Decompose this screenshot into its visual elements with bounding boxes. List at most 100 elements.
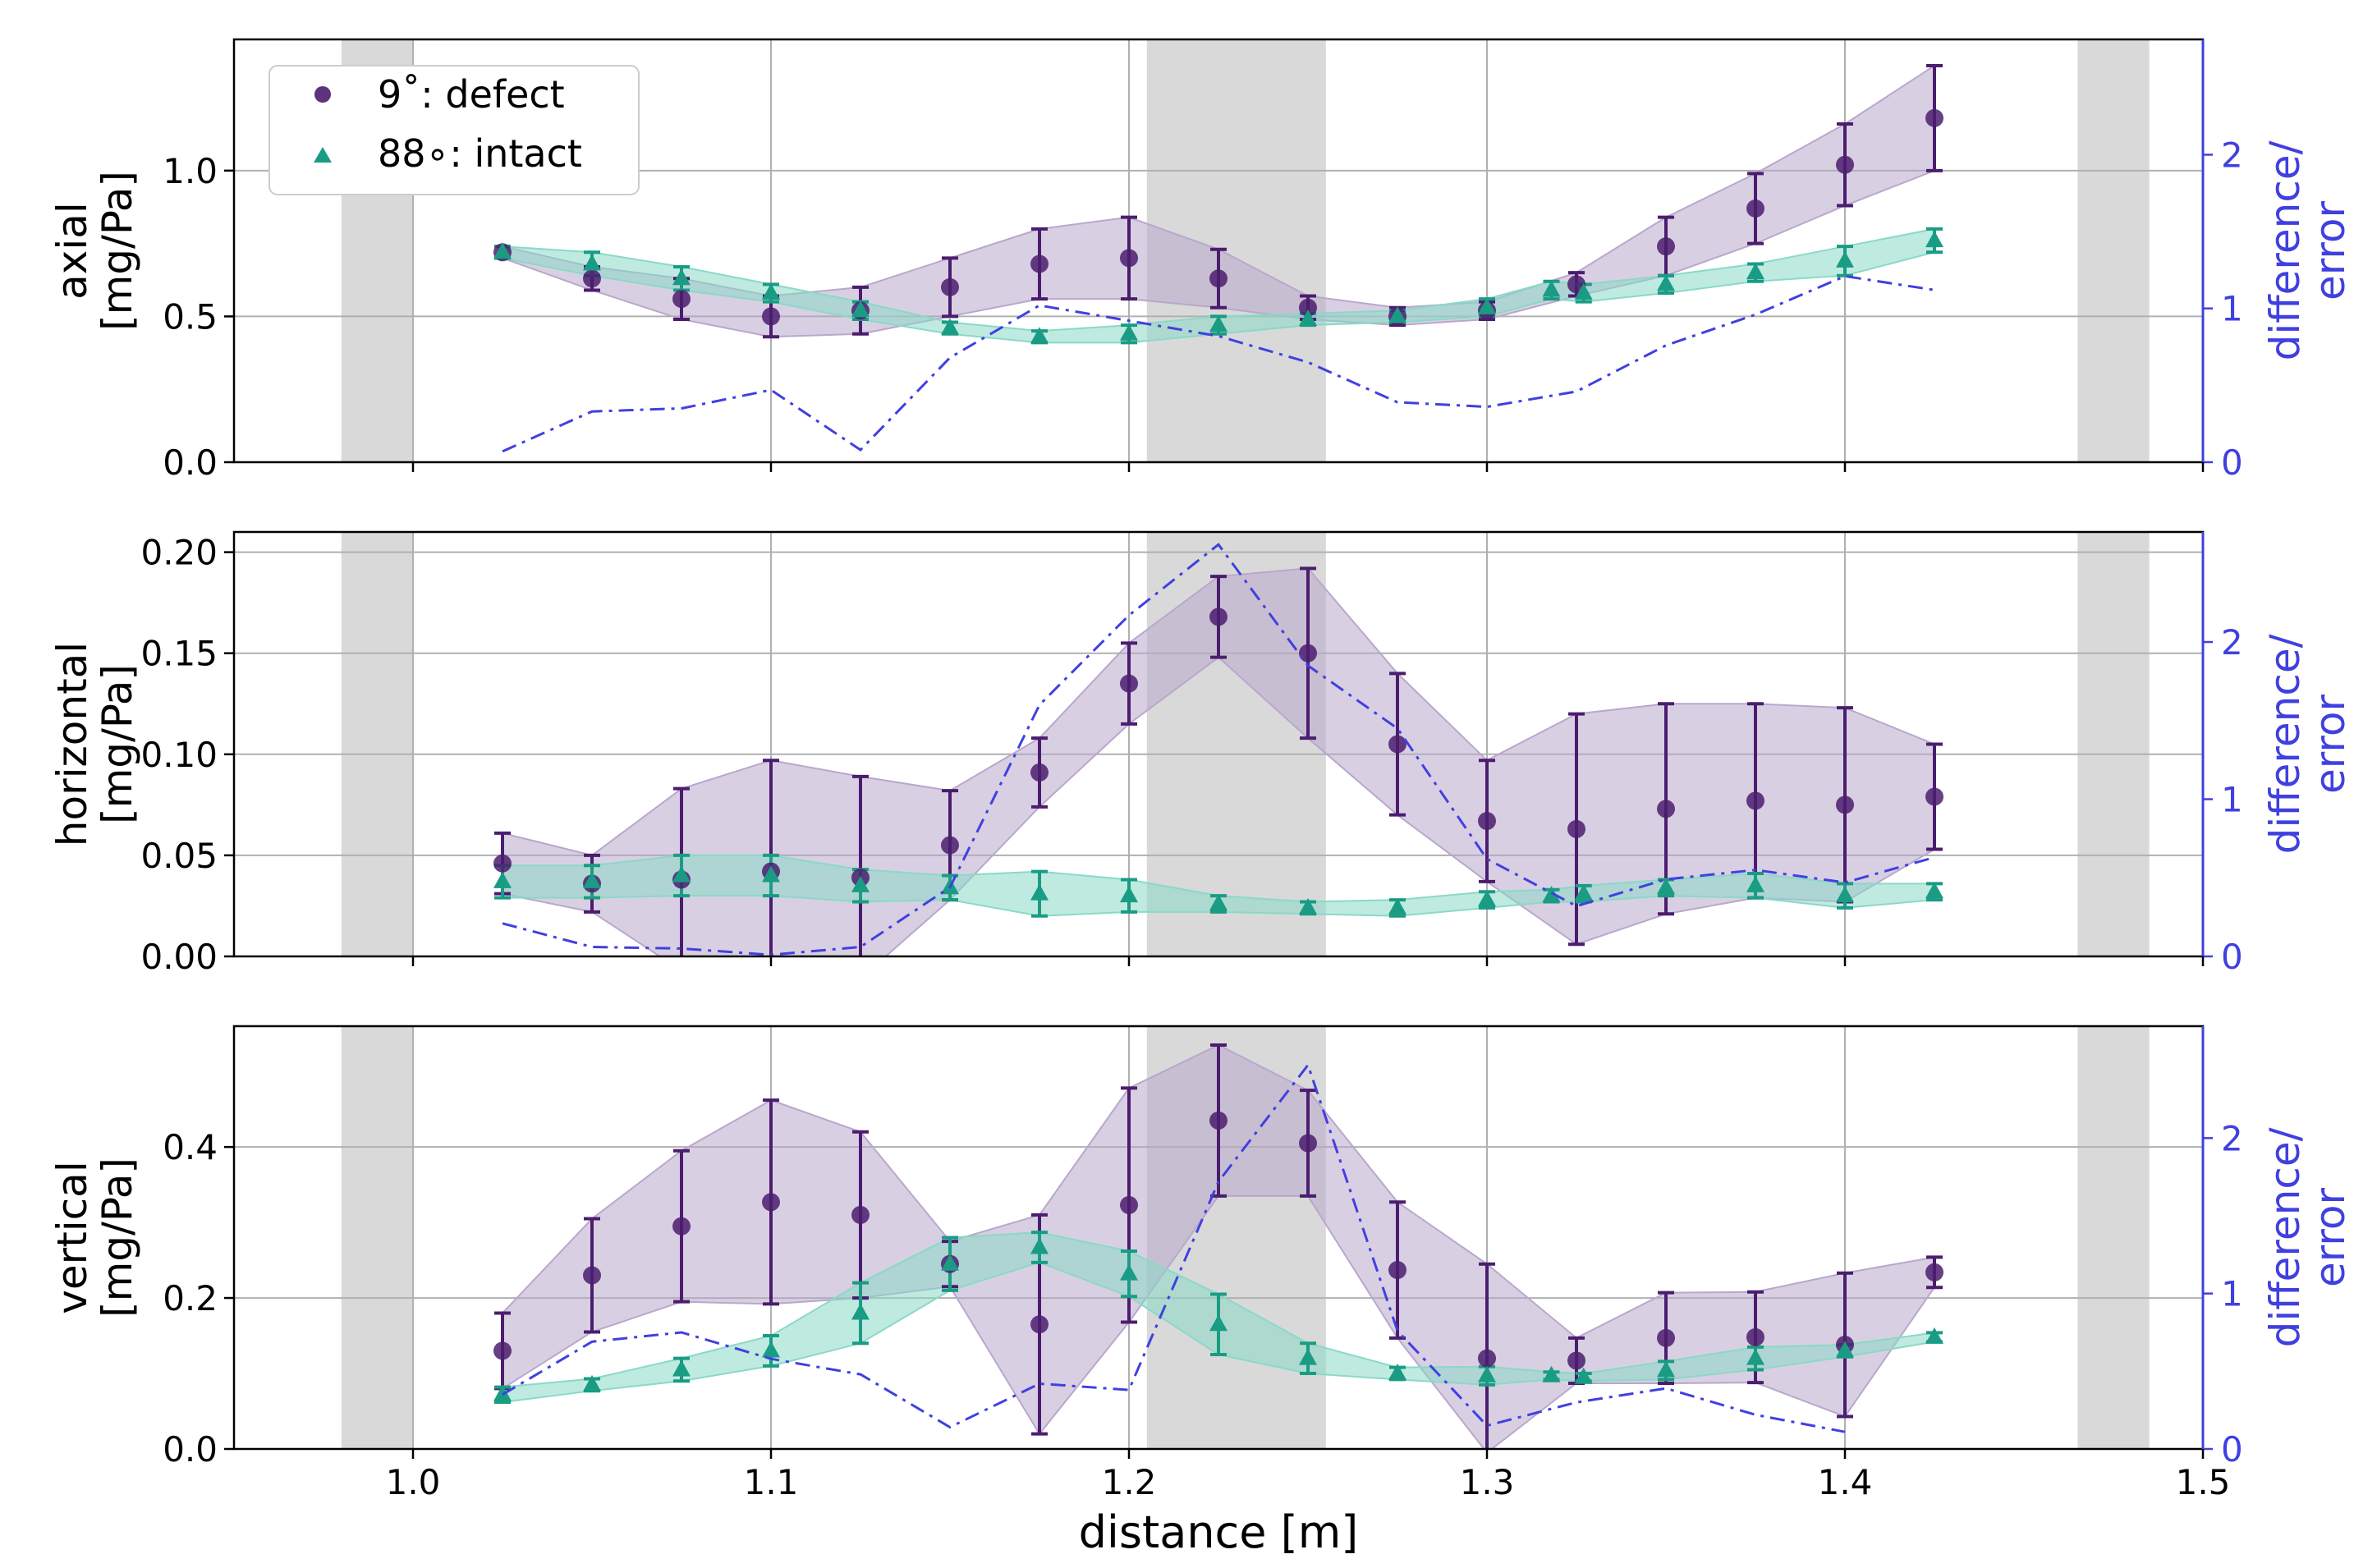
y-right-tick-label: 0	[2221, 1429, 2243, 1469]
intact-point	[1299, 1348, 1317, 1365]
y-tick-label: 1.0	[163, 151, 218, 191]
defect-point	[1657, 1328, 1675, 1347]
defect-point	[1567, 819, 1585, 838]
intact-point	[1120, 886, 1138, 903]
defect-point	[583, 269, 601, 288]
defect-point	[1388, 735, 1406, 754]
intact-point	[1657, 878, 1675, 895]
intact-point	[762, 1341, 780, 1358]
y-tick-label: 0.10	[140, 735, 218, 775]
panel-axial: 0.0 0.5 1.0 0 1 2 axial[mg/Pa] difference/error	[48, 38, 2354, 483]
shaded-region	[341, 1026, 413, 1449]
y-tick-label: 0.0	[163, 442, 218, 483]
y-right-axis-label-line: error	[2306, 1188, 2354, 1287]
y-axis-label: horizontal[mg/Pa]	[48, 642, 141, 846]
y-tick-label: 0.0	[163, 1429, 218, 1469]
panel-data	[493, 543, 1943, 956]
intact-point	[1209, 1314, 1228, 1332]
intact-point	[1925, 1327, 1943, 1344]
intact-point	[1388, 897, 1406, 915]
defect-point	[1388, 1261, 1406, 1280]
difference-line	[502, 543, 1935, 956]
intact-point	[851, 300, 870, 318]
intact-point	[1746, 263, 1764, 280]
y-right-axis-label-line: difference/	[2261, 634, 2309, 854]
intact-point	[1925, 882, 1943, 899]
y-axis-label-line: [mg/Pa]	[94, 171, 141, 331]
defect-point	[1925, 1263, 1943, 1281]
legend-defect-marker	[314, 86, 331, 103]
defect-point	[762, 1193, 780, 1212]
y-right-tick-label: 1	[2221, 780, 2243, 820]
intact-point	[1120, 323, 1138, 341]
defect-point	[493, 1341, 512, 1360]
intact-point	[1574, 1367, 1593, 1384]
defect-point	[1836, 795, 1854, 814]
intact-point	[1836, 1341, 1854, 1358]
x-tick-label: 1.3	[1460, 1462, 1515, 1502]
defect-point	[1209, 269, 1228, 288]
shaded-region	[341, 532, 413, 956]
y-axis-label-line: horizontal	[48, 642, 96, 846]
defect-point	[1746, 199, 1764, 218]
defect-point	[672, 290, 691, 309]
defect-point	[851, 1205, 870, 1224]
intact-point	[941, 1254, 959, 1271]
intact-point	[1836, 886, 1854, 903]
intact-point	[1542, 280, 1561, 297]
panel-data	[493, 63, 1943, 453]
defect-point	[1567, 1351, 1585, 1370]
defect-point	[1478, 1349, 1496, 1368]
intact-point	[1478, 297, 1496, 314]
panel-vertical: 0.0 0.2 0.4 0 1 2 1.0 1.1 1.2 1.3 1.4 1.5 vertical[m…	[48, 1025, 2354, 1502]
y-right-tick-label: 1	[2221, 1274, 2243, 1314]
shaded-region	[2077, 532, 2150, 956]
intact-point	[493, 1384, 512, 1401]
x-axis-label: distance [m]	[1079, 1506, 1359, 1558]
legend-box	[268, 65, 640, 195]
intact-point	[1574, 283, 1593, 300]
defect-point	[1299, 644, 1317, 663]
defect-point	[1299, 298, 1317, 317]
intact-point	[1030, 883, 1049, 901]
y-axis-label-line: [mg/Pa]	[94, 664, 141, 824]
intact-point	[1746, 875, 1764, 892]
y-axis-label-line: [mg/Pa]	[94, 1158, 141, 1318]
intact-point	[583, 254, 601, 271]
intact-point	[762, 865, 780, 883]
intact-point	[1836, 250, 1854, 268]
defect-point	[672, 1217, 691, 1236]
intact-point	[1388, 306, 1406, 323]
intact-point	[672, 268, 691, 286]
x-tick-label: 1.5	[2176, 1462, 2231, 1502]
y-right-axis-label: difference/error	[2261, 1127, 2354, 1347]
defect-point	[941, 836, 959, 855]
shaded-region	[2077, 39, 2150, 462]
legend: 9˚: defect 88∘: intact	[268, 65, 640, 195]
panel-data	[493, 1043, 1943, 1449]
defect-point	[1120, 249, 1138, 268]
intact-point	[1030, 327, 1049, 344]
y-tick-label: 0.05	[140, 836, 218, 876]
intact-point	[583, 1374, 601, 1391]
defect-point	[1030, 763, 1049, 782]
y-right-axis-label-line: difference/	[2261, 140, 2309, 360]
intact-point	[941, 318, 959, 335]
defect-point	[1657, 800, 1675, 818]
defect-point	[1478, 812, 1496, 831]
x-tick-label: 1.0	[386, 1462, 441, 1502]
intact-point	[1209, 315, 1228, 332]
x-tick-label: 1.4	[1818, 1462, 1873, 1502]
y-tick-label: 0.2	[163, 1278, 218, 1318]
intact-point	[1925, 231, 1943, 248]
defect-point	[762, 307, 780, 326]
y-right-axis-label-line: error	[2306, 201, 2354, 300]
y-right-axis-label: difference/error	[2261, 140, 2354, 360]
defect-point	[1120, 674, 1138, 693]
y-right-tick-label: 0	[2221, 937, 2243, 977]
intact-point	[1299, 309, 1317, 326]
intact-point	[1478, 1365, 1496, 1382]
legend-intact-label: 88∘: intact	[378, 131, 582, 176]
